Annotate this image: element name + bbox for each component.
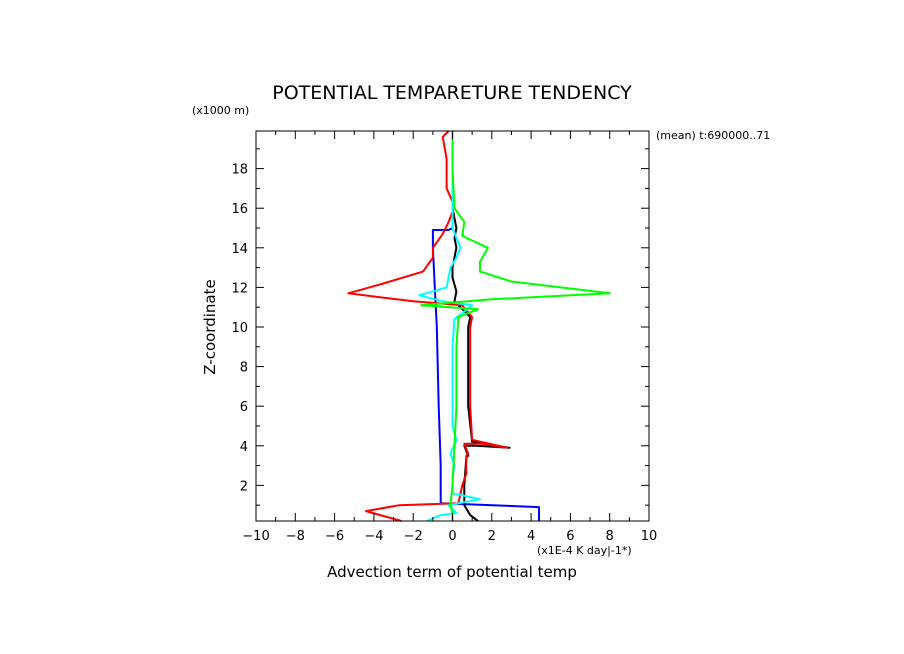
x-tick-label: −4 [364,529,383,544]
series-line-4 [418,131,481,522]
x-tick-label: −8 [286,529,305,544]
y-tick-label: 12 [231,281,248,296]
y-tick-label: 14 [231,242,248,257]
x-tick-label: 10 [641,529,658,544]
y-tick-label: 18 [231,163,248,178]
x-tick-label: 2 [488,529,496,544]
series-layer [347,130,611,522]
x-tick-label: −10 [242,529,269,544]
x-tick-label: 6 [566,529,574,544]
chart-title: POTENTIAL TEMPARETURE TENDENCY [272,82,632,104]
x-tick-label: −6 [325,529,344,544]
y-unit-label: (x1000 m) [192,104,249,117]
x-tick-label: 0 [448,529,456,544]
y-tick-label: 16 [231,202,248,217]
tick-layer: −10 −8 −6 −4 −2 0 2 4 6 8 10 2 4 6 8 10 12 14 16 18 [231,131,657,544]
series-line-2 [451,131,511,522]
x-axis-label: Advection term of potential temp [327,563,577,581]
plot-frame [255,130,650,522]
y-tick-label: 10 [231,321,248,336]
y-tick-label: 4 [240,440,248,455]
x-tick-label: 8 [606,529,614,544]
y-axis-label: Z-coordinate [201,279,219,374]
y-tick-label: 2 [240,479,248,494]
x-tick-label: 4 [527,529,535,544]
series-line-3 [347,130,509,522]
y-tick-label: 8 [240,361,248,376]
x-unit-label: (x1E-4 K day|-1*) [537,544,632,557]
chart-annotation: (mean) t:690000..71 [656,129,770,142]
series-line-5 [420,131,611,521]
series-line-1 [431,131,540,521]
y-tick-label: 6 [240,400,248,415]
x-tick-label: −2 [404,529,423,544]
